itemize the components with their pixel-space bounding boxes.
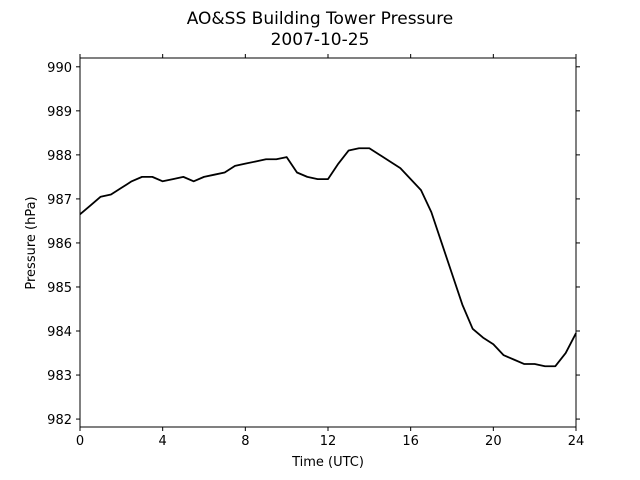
y-tick-label: 983 xyxy=(47,369,72,384)
x-axis-label: Time (UTC) xyxy=(291,455,364,470)
y-axis-label: Pressure (hPa) xyxy=(24,196,39,289)
y-tick-label: 990 xyxy=(47,61,72,76)
plot-frame xyxy=(79,57,577,428)
y-tick-label: 982 xyxy=(47,413,72,428)
x-tick-label: 16 xyxy=(402,434,419,449)
y-tick-label: 985 xyxy=(47,281,72,296)
x-tick-label: 12 xyxy=(320,434,337,449)
y-tick-label: 986 xyxy=(47,237,72,252)
chart-title: AO&SS Building Tower Pressure xyxy=(187,9,454,29)
x-tick-label: 0 xyxy=(76,434,84,449)
y-tick-label: 989 xyxy=(47,105,72,120)
line-series xyxy=(79,147,577,368)
y-tick-label: 988 xyxy=(47,149,72,164)
y-tick-label: 984 xyxy=(47,325,72,340)
x-tick-label: 20 xyxy=(485,434,502,449)
x-tick-label: 4 xyxy=(159,434,167,449)
y-tick-label: 987 xyxy=(47,193,72,208)
x-tick-label: 24 xyxy=(568,434,585,449)
chart-subtitle: 2007-10-25 xyxy=(271,30,370,50)
x-tick-label: 8 xyxy=(241,434,249,449)
